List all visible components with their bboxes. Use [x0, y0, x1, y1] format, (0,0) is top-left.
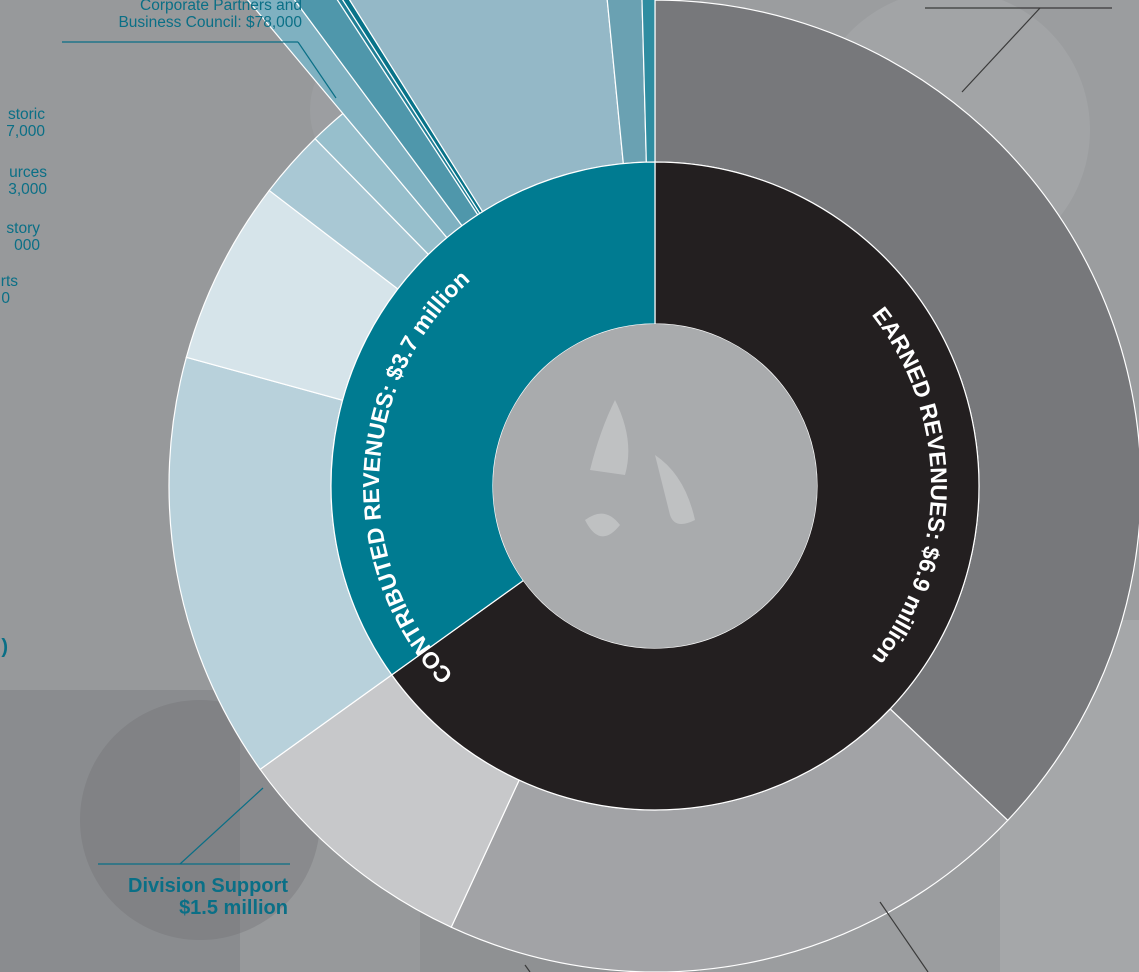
- leader-line-bottom-right: [879, 901, 929, 972]
- leader-line-top-right-diagonal: [961, 7, 1041, 93]
- outer-ring: [168, 0, 1139, 972]
- leader-line-bottom: [524, 964, 531, 972]
- historic-label-line2: 7,000: [6, 123, 45, 140]
- center-photo-hole: [493, 324, 817, 648]
- arts-label-line2: 0: [1, 290, 10, 307]
- inner-ring: [330, 161, 980, 811]
- left-edge-label-fragment: ): [1, 636, 8, 658]
- history-label-line2: 000: [14, 237, 40, 254]
- corporate-partners-label: Corporate Partners and Business Council:…: [118, 0, 302, 31]
- sources-label-line1: urces: [9, 164, 47, 181]
- center-photo-detail: [585, 400, 695, 537]
- historic-label-line1: storic: [7, 106, 45, 123]
- division-support-label-line1: Division Support: [128, 875, 288, 897]
- sources-label-line2: 3,000: [8, 181, 47, 198]
- division-support-label-line2: $1.5 million: [179, 897, 288, 919]
- leader-line-corporate-diagonal: [297, 41, 337, 99]
- leader-line-division-diagonal: [179, 787, 264, 865]
- arts-label-line1: rts: [0, 273, 18, 290]
- history-label-line1: story: [6, 220, 40, 237]
